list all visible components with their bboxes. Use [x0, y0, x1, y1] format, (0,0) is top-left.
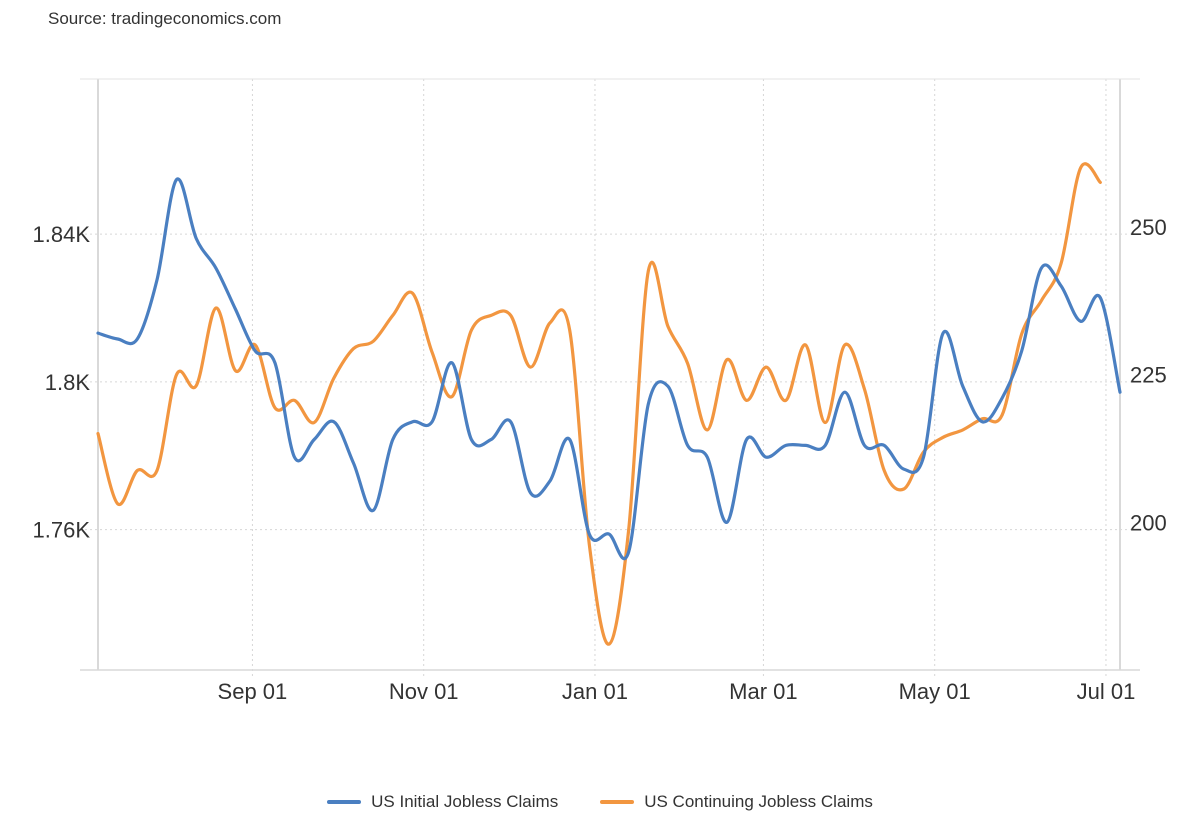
legend-item-continuing[interactable]: US Continuing Jobless Claims — [600, 792, 873, 812]
legend-label-continuing: US Continuing Jobless Claims — [644, 792, 873, 811]
x-tick-label: Sep 01 — [218, 679, 288, 704]
legend-item-initial[interactable]: US Initial Jobless Claims — [327, 792, 558, 812]
y-left-tick-label: 1.8K — [45, 370, 91, 395]
legend-swatch-initial — [327, 800, 362, 804]
series-line-us-initial-jobless-claims — [96, 177, 1122, 561]
x-tick-label: Jan 01 — [562, 679, 628, 704]
series-line-us-continuing-jobless-claims — [96, 162, 1102, 646]
x-tick-label: Nov 01 — [389, 679, 459, 704]
y-left-tick-label: 1.84K — [33, 222, 91, 247]
tick-labels: 1.76K 1.8K 1.84K 200 225 250 Sep 01 Nov 01 Jan 0… — [33, 215, 1167, 704]
series-lines — [96, 162, 1122, 646]
y-right-tick-label: 250 — [1130, 215, 1167, 240]
x-tick-label: Jul 01 — [1077, 679, 1136, 704]
legend-swatch-continuing — [600, 800, 635, 804]
y-right-tick-label: 225 — [1130, 363, 1167, 388]
y-left-tick-label: 1.76K — [33, 518, 91, 543]
legend-label-initial: US Initial Jobless Claims — [371, 792, 559, 811]
y-right-tick-label: 200 — [1130, 510, 1167, 535]
x-tick-label: May 01 — [899, 679, 971, 704]
x-tick-label: Mar 01 — [729, 679, 797, 704]
grid-lines — [80, 79, 1140, 678]
legend: US Initial Jobless Claims US Continuing … — [0, 792, 1200, 812]
line-chart: 1.76K 1.8K 1.84K 200 225 250 Sep 01 Nov 01 Jan 0… — [33, 78, 1167, 704]
axes — [80, 78, 1140, 671]
source-label: Source: tradingeconomics.com — [48, 9, 282, 28]
